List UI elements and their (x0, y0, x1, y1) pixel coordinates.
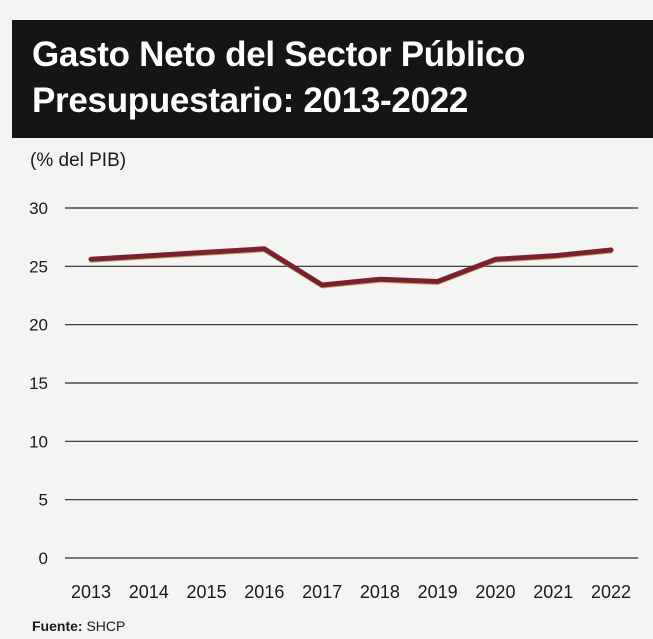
data-series (88, 246, 614, 289)
x-tick-label-2020: 2020 (475, 582, 515, 602)
x-tick-label-2017: 2017 (302, 582, 342, 602)
x-tick-labels: 2013 2014 2015 2016 2017 2018 2019 2020 2021 2022 (71, 582, 631, 602)
x-tick-label-2018: 2018 (360, 582, 400, 602)
y-tick-label-20: 20 (29, 316, 48, 335)
y-tick-label-10: 10 (29, 432, 48, 451)
x-tick-label-2021: 2021 (533, 582, 573, 602)
y-tick-label-30: 30 (29, 199, 48, 218)
y-tick-label-5: 5 (39, 491, 48, 510)
y-axis-unit-label: (% del PIB) (30, 150, 127, 171)
source-value: SHCP (86, 618, 126, 634)
x-tick-label-2016: 2016 (244, 582, 284, 602)
source-note: Fuente: SHCP (32, 618, 125, 634)
chart-title-line1: Gasto Neto del Sector Público (32, 35, 526, 74)
chart-title-line2: Presupuestario: 2013-2022 (32, 81, 469, 120)
x-tick-label-2014: 2014 (129, 582, 169, 602)
y-tick-label-25: 25 (29, 257, 48, 276)
gridlines (65, 207, 638, 559)
x-tick-label-2019: 2019 (418, 582, 458, 602)
x-tick-label-2022: 2022 (591, 582, 631, 602)
x-tick-label-2015: 2015 (187, 582, 227, 602)
y-tick-label-15: 15 (29, 374, 48, 393)
chart-title: Gasto Neto del Sector Público Presupuest… (32, 32, 653, 124)
y-tick-label-0: 0 (39, 549, 48, 568)
chart-title-banner: Gasto Neto del Sector Público Presupuest… (12, 20, 653, 138)
series-line-0 (88, 246, 614, 288)
y-tick-labels: 0 5 10 15 20 25 30 (29, 199, 48, 568)
source-label: Fuente: (32, 618, 83, 634)
x-tick-label-2013: 2013 (71, 582, 111, 602)
